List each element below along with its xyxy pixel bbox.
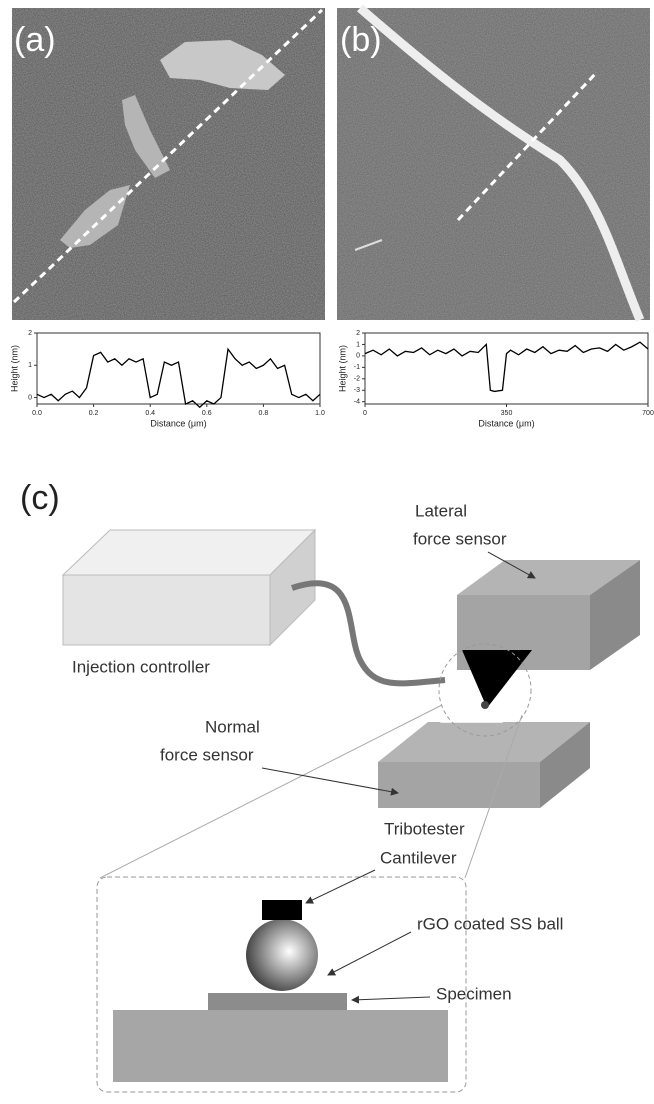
arrow (328, 932, 411, 975)
specimen (208, 993, 347, 1010)
ball (481, 701, 489, 709)
x-tick-label: 0.8 (259, 410, 269, 417)
y-tick-label: 1 (356, 341, 360, 348)
x-tick-label: 0.2 (89, 410, 99, 417)
y-tick-label: 1 (28, 362, 32, 369)
label: force sensor (413, 529, 507, 548)
label: Lateral (415, 501, 467, 520)
plot-frame (365, 333, 648, 404)
figure: (a) (b) 0 1 2 0.0 0.2 0.4 0.6 0.8 1.0 Distance (μ… (0, 0, 654, 1099)
y-tick-label: 2 (356, 330, 360, 337)
x-axis-title: Distance (μm) (150, 418, 206, 428)
x-tick-label: 350 (501, 410, 513, 417)
profile-line (365, 342, 648, 391)
label: Injection controller (72, 657, 210, 676)
y-axis-title: Height (nm) (337, 345, 347, 392)
label: rGO coated SS ball (417, 914, 563, 933)
arrow (262, 768, 398, 793)
x-tick-label: 700 (642, 410, 654, 417)
cantilever (262, 900, 302, 920)
y-tick-label: -1 (354, 364, 360, 371)
label: Normal (205, 717, 260, 736)
panel-label: (b) (340, 21, 382, 59)
x-tick-label: 0.0 (32, 410, 42, 417)
x-axis-title: Distance (μm) (478, 418, 534, 428)
base (113, 1010, 448, 1082)
y-tick-label: 2 (28, 330, 32, 337)
panel-label: (c) (20, 479, 60, 517)
label: Tribotester (384, 819, 465, 838)
y-tick-label: 0 (28, 394, 32, 401)
afm-texture (337, 8, 650, 320)
injection-controller (63, 575, 270, 645)
arrow (306, 870, 375, 903)
x-tick-label: 1.0 (315, 410, 325, 417)
label: Specimen (436, 984, 512, 1003)
label: Cantilever (380, 848, 457, 867)
ball (246, 919, 318, 991)
x-tick-label: 0 (363, 410, 367, 417)
tribotester (378, 762, 540, 808)
y-tick-label: -4 (354, 399, 360, 406)
y-axis-title: Height (nm) (9, 345, 19, 392)
profile-charts: 0 1 2 0.0 0.2 0.4 0.6 0.8 1.0 Distance (μm) Height… (9, 330, 654, 429)
y-tick-label: -3 (354, 387, 360, 394)
x-tick-label: 0.4 (145, 410, 155, 417)
label: force sensor (160, 745, 254, 764)
y-tick-label: 0 (356, 353, 360, 360)
profile-line (37, 349, 320, 407)
x-tick-label: 0.6 (202, 410, 212, 417)
y-tick-label: -2 (354, 376, 360, 383)
panel-label: (a) (14, 21, 56, 59)
arrow (352, 997, 430, 1000)
